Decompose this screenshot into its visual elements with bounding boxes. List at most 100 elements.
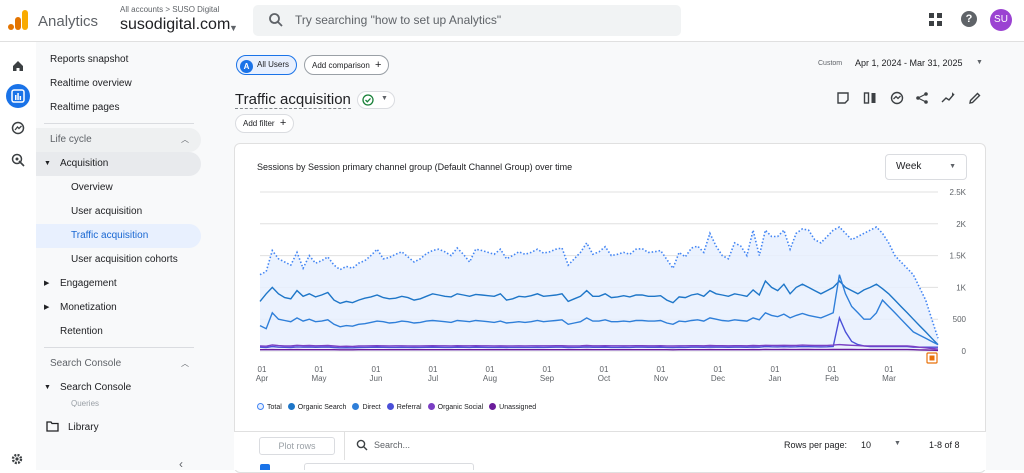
nav-search-console[interactable]: ▼ Search Console <box>36 376 201 400</box>
x-tick-day: 01 <box>885 365 894 374</box>
collapse-nav-icon[interactable]: ‹ <box>179 457 183 471</box>
nav-section-label: Search Console <box>50 358 122 369</box>
search-icon <box>356 439 368 451</box>
caret-down-icon: ▼ <box>949 163 956 170</box>
nav-retention[interactable]: Retention <box>60 326 103 337</box>
gear-icon[interactable] <box>10 452 24 466</box>
product-name: Analytics <box>38 13 99 30</box>
nav-acquisition[interactable]: ▼ Acquisition <box>36 152 201 176</box>
nav-section-search-console[interactable]: Search Console ︿ <box>36 352 201 376</box>
legend-swatch <box>489 403 497 410</box>
nav-section-lifecycle[interactable]: Life cycle ︿ <box>36 128 201 152</box>
caret-down-icon[interactable]: ▼ <box>894 440 901 447</box>
nav-library[interactable]: Library <box>46 420 99 438</box>
legend-label: Organic Search <box>297 404 347 411</box>
insights-icon[interactable] <box>890 91 904 105</box>
nav-item-label: Monetization <box>60 302 117 313</box>
account-breadcrumb[interactable]: All accounts > SUSO Digital <box>120 5 220 14</box>
top-bar: Analytics All accounts > SUSO Digital su… <box>0 0 1024 42</box>
plot-rows-button[interactable]: Plot rows <box>259 437 335 455</box>
caret-down-icon: ▼ <box>44 160 51 167</box>
add-filter-button[interactable]: Add filter + <box>235 114 295 133</box>
table-search-input[interactable]: Search... <box>374 440 411 450</box>
series-line-organic-search[interactable] <box>259 279 939 346</box>
x-tick-month: Jul <box>428 374 438 383</box>
legend-item[interactable]: Direct <box>352 403 381 411</box>
annotation-marker-inner <box>929 355 935 361</box>
legend-item[interactable]: Organic Search <box>287 403 347 411</box>
legend-item[interactable]: Referral <box>386 403 422 411</box>
nav-realtime-overview[interactable]: Realtime overview <box>50 78 132 89</box>
home-icon[interactable] <box>6 54 30 78</box>
rows-per-page-select[interactable]: 10 <box>861 440 872 450</box>
nav-divider <box>44 123 194 124</box>
compare-icon[interactable] <box>863 91 877 105</box>
series-line-direct[interactable] <box>259 274 939 346</box>
apps-icon[interactable] <box>929 13 942 26</box>
nav-user-acquisition-cohorts[interactable]: User acquisition cohorts <box>71 254 178 265</box>
nav-item-label: Search Console <box>60 382 132 393</box>
chart-legend: Total Organic Search Direct Referral Organic… <box>257 403 542 411</box>
report-navigation: Reports snapshot Realtime overview Realt… <box>11 42 204 471</box>
analytics-logo-icon[interactable] <box>8 10 30 30</box>
y-tick-label: 1.5K <box>950 252 967 261</box>
customize-report-icon[interactable] <box>836 91 850 105</box>
edit-icon[interactable] <box>968 91 982 105</box>
nav-realtime-pages[interactable]: Realtime pages <box>50 102 120 113</box>
share-icon[interactable] <box>915 91 929 105</box>
sessions-chart[interactable]: 05001K1.5K2K2.5K01Apr01May01Jun01Jul01Au… <box>235 144 987 404</box>
property-selector[interactable]: susodigital.com <box>120 16 231 33</box>
series-line-referral[interactable] <box>259 315 938 349</box>
series-line-unassigned[interactable] <box>260 348 939 352</box>
x-tick-month: Apr <box>256 374 269 383</box>
add-comparison-button[interactable]: Add comparison + <box>304 55 390 75</box>
nav-user-acquisition[interactable]: User acquisition <box>71 206 143 217</box>
table-header-peek <box>234 460 986 470</box>
legend-item[interactable]: Organic Social <box>427 403 483 411</box>
search-icon <box>269 13 283 27</box>
legend-label: Referral <box>396 404 422 411</box>
nav-monetization[interactable]: ▶ Monetization <box>36 296 201 320</box>
legend-item[interactable]: Unassigned <box>489 403 536 411</box>
legend-label: Total <box>267 404 282 411</box>
reports-icon[interactable] <box>6 84 30 108</box>
x-tick-day: 01 <box>600 365 609 374</box>
nav-item-label: Engagement <box>60 278 117 289</box>
granularity-select[interactable]: Week ▼ <box>885 154 967 180</box>
divider <box>344 432 345 461</box>
caret-down-icon: ▼ <box>381 95 388 102</box>
y-tick-label: 2K <box>956 220 966 229</box>
report-status-button[interactable]: ▼ <box>357 91 395 109</box>
chart-card: Sessions by Session primary channel grou… <box>234 143 986 473</box>
x-tick-day: 01 <box>543 365 552 374</box>
add-filter-label: Add filter <box>243 119 275 128</box>
left-rail <box>0 42 36 470</box>
x-tick-month: Feb <box>825 374 839 383</box>
legend-item[interactable]: Total <box>257 403 282 411</box>
nav-reports-snapshot[interactable]: Reports snapshot <box>50 54 129 65</box>
global-search[interactable]: Try searching "how to set up Analytics" <box>253 5 681 36</box>
explore-icon[interactable] <box>6 116 30 140</box>
nav-item-label: Acquisition <box>60 158 109 169</box>
property-caret-icon[interactable]: ▼ <box>229 23 238 33</box>
avatar[interactable]: SU <box>990 9 1012 31</box>
help-icon[interactable]: ? <box>961 11 977 27</box>
nav-traffic-acquisition[interactable]: Traffic acquisition <box>36 224 201 248</box>
nav-search-console-queries[interactable]: Queries <box>71 399 100 407</box>
plus-icon: + <box>375 59 382 71</box>
check-circle-icon <box>362 94 374 106</box>
series-line-total[interactable] <box>259 226 939 339</box>
x-tick-day: 01 <box>486 365 495 374</box>
advertising-icon[interactable] <box>6 148 30 172</box>
series-line-organic-social[interactable] <box>259 343 939 350</box>
nav-acquisition-overview[interactable]: Overview <box>71 182 113 193</box>
date-caret-icon[interactable]: ▼ <box>976 59 983 66</box>
x-tick-day: 01 <box>315 365 324 374</box>
page-title: Traffic acquisition <box>235 91 351 109</box>
nav-engagement[interactable]: ▶ Engagement <box>36 272 201 296</box>
segment-chip[interactable]: A All Users <box>236 55 298 75</box>
x-tick-day: 01 <box>657 365 666 374</box>
date-range-picker[interactable]: Apr 1, 2024 - Mar 31, 2025 <box>855 58 963 68</box>
trend-icon[interactable] <box>941 91 955 105</box>
chart-title: Sessions by Session primary channel grou… <box>257 162 573 172</box>
